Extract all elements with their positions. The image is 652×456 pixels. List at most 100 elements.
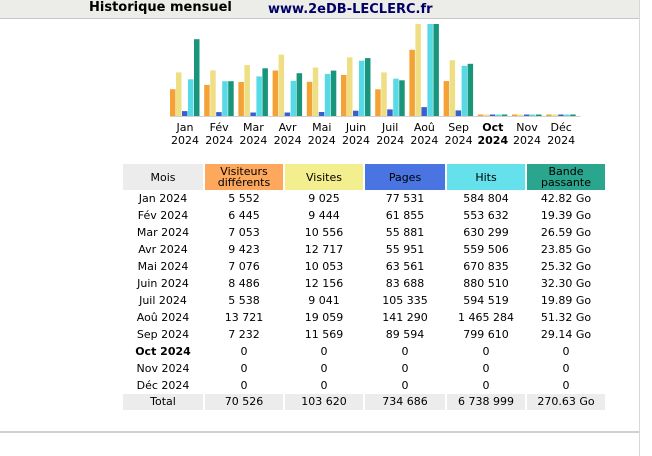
visits-cell: 0	[320, 345, 328, 358]
month-cell: Mar 2024	[136, 226, 190, 239]
bar-hits	[461, 65, 468, 116]
x-tick-month: Jan	[176, 121, 194, 134]
x-tick-label: Mai 2024	[305, 121, 339, 147]
bar-bandwidth	[399, 80, 405, 116]
visitors-cell: 0	[240, 362, 248, 375]
pages-cell: 0	[401, 345, 409, 358]
table-row: Mai 2024 7 076 10 053 63 561 670 835 25.32 Go	[123, 258, 605, 275]
month-cell: Nov 2024	[136, 362, 190, 375]
bar-bandwidth	[365, 58, 371, 116]
month-cell: Avr 2024	[138, 243, 188, 256]
pages-cell: 105 335	[382, 294, 428, 307]
visitors-cell: 7 076	[228, 260, 260, 273]
table-row: Juil 2024 5 538 9 041 105 335 594 519 19.89 G…	[123, 292, 605, 309]
section-title: Historique mensuel	[89, 0, 232, 15]
bandwidth-cell: 26.59 Go	[540, 226, 592, 239]
bar-visits	[312, 67, 319, 116]
bandwidth-cell: 19.39 Go	[540, 209, 592, 222]
x-tick-month: Mar	[243, 121, 264, 134]
pages-cell: 61 855	[385, 209, 425, 222]
bar-pages	[216, 112, 222, 116]
month-cell: Oct 2024	[135, 345, 191, 358]
bar-visitors	[546, 114, 552, 116]
bar-visitors	[512, 114, 518, 116]
x-tick-month: Sep	[448, 121, 469, 134]
monthly-stats-table: Mois Visiteurs différents Visites Pages …	[121, 164, 607, 410]
bar-visits	[176, 72, 182, 116]
bandwidth-cell: 51.32 Go	[540, 311, 592, 324]
bandwidth-cell: 25.32 Go	[540, 260, 592, 273]
bar-pages	[421, 107, 427, 116]
month-cell: Fév 2024	[137, 209, 189, 222]
x-tick-year: 2024	[547, 134, 576, 147]
x-tick-label: Nov 2024	[510, 121, 544, 147]
bar-pages	[524, 114, 530, 116]
table-header-row: Mois Visiteurs différents Visites Pages …	[123, 164, 605, 190]
bar-visitors	[170, 89, 176, 116]
x-tick-month: Déc	[550, 121, 572, 134]
table-total-row: Total 70 526 103 620 734 686 6 738 999 2…	[123, 394, 605, 410]
bar-visitors	[443, 81, 450, 116]
bar-pages	[182, 111, 188, 116]
table-row: Juin 2024 8 486 12 156 83 688 880 510 32.30 G…	[123, 275, 605, 292]
month-cell: Juil 2024	[139, 294, 187, 307]
visits-cell: 9 444	[308, 209, 340, 222]
month-cell: Aoû 2024	[136, 311, 190, 324]
bar-hits	[290, 80, 297, 116]
visits-cell: 12 717	[304, 243, 344, 256]
bar-visits	[449, 60, 456, 116]
header-hits: Hits	[447, 164, 525, 190]
hits-cell: 553 632	[463, 209, 509, 222]
bandwidth-cell: 29.14 Go	[540, 328, 592, 341]
pages-cell: 141 290	[382, 311, 428, 324]
bar-visitors	[238, 82, 244, 116]
table-row: Aoû 2024 13 721 19 059 141 290 1 465 284 51.3…	[123, 309, 605, 326]
x-tick-month: Juin	[345, 121, 367, 134]
x-tick-month: Juil	[382, 121, 399, 134]
x-tick-label: Fév 2024	[202, 121, 236, 147]
x-tick-label: Avr 2024	[271, 121, 305, 147]
x-tick-label: Juil 2024	[373, 121, 407, 147]
visits-cell: 12 156	[304, 277, 344, 290]
bar-bandwidth	[228, 81, 234, 116]
bar-hits	[564, 114, 570, 116]
header-month: Mois	[123, 164, 203, 190]
x-tick-label: Oct 2024	[476, 121, 510, 147]
x-tick-label: Juin 2024	[339, 121, 373, 147]
bar-visits	[381, 72, 387, 116]
x-tick-label: Déc 2024	[544, 121, 578, 147]
pages-cell: 0	[401, 379, 409, 392]
total-hits: 6 738 999	[447, 394, 525, 410]
x-tick-year: 2024	[205, 134, 234, 147]
total-visitors: 70 526	[205, 394, 283, 410]
visits-cell: 10 556	[304, 226, 344, 239]
monthly-history-chart	[170, 24, 581, 117]
visitors-cell: 8 486	[228, 277, 260, 290]
visitors-cell: 7 232	[228, 328, 260, 341]
bar-bandwidth	[296, 73, 303, 116]
table-row: Fév 2024 6 445 9 444 61 855 553 632 19.39 Go	[123, 207, 605, 224]
x-tick-month: Aoû	[413, 121, 435, 134]
hits-cell: 0	[482, 345, 490, 358]
x-tick-year: 2024	[376, 134, 405, 147]
x-tick-label: Sep 2024	[442, 121, 476, 147]
hits-cell: 670 835	[463, 260, 509, 273]
bar-visits	[278, 54, 285, 116]
bar-visits	[347, 57, 353, 116]
x-tick-month: Oct	[482, 121, 504, 134]
bar-visits	[483, 114, 490, 116]
pages-cell: 55 951	[385, 243, 425, 256]
total-label: Total	[123, 394, 203, 410]
month-cell: Déc 2024	[136, 379, 190, 392]
x-tick-year: 2024	[307, 134, 336, 147]
bar-pages	[455, 110, 462, 116]
bar-hits	[324, 73, 331, 116]
month-cell: Jan 2024	[138, 192, 188, 205]
bar-bandwidth	[262, 68, 268, 116]
visits-cell: 0	[320, 362, 328, 375]
table-row: Jan 2024 5 552 9 025 77 531 584 804 42.82 Go	[123, 190, 605, 207]
bar-pages	[284, 112, 291, 116]
table-row: Sep 2024 7 232 11 569 89 594 799 610 29.14 Go	[123, 326, 605, 343]
bar-visits	[210, 70, 216, 116]
bar-visits	[518, 114, 524, 116]
